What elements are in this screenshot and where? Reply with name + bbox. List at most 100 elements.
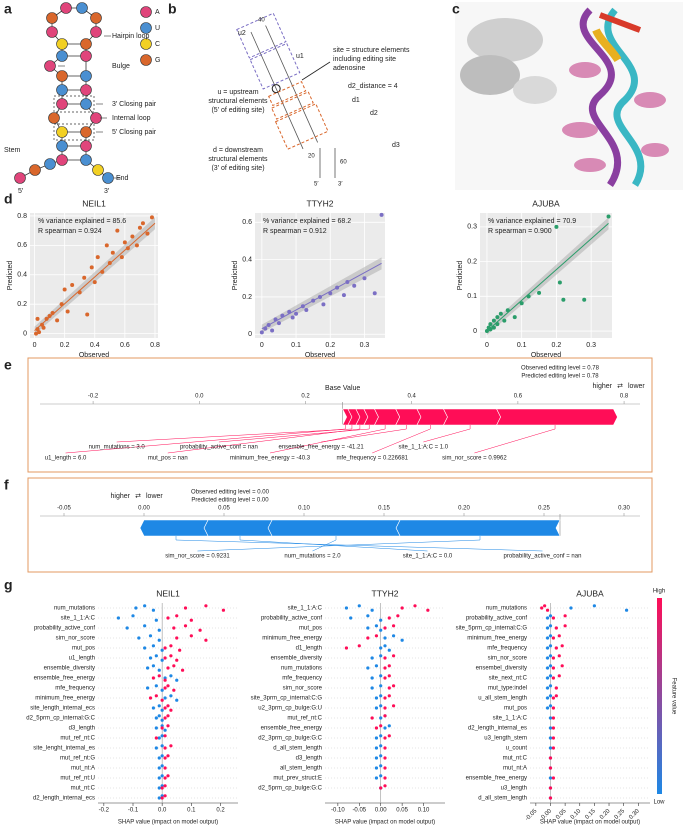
point xyxy=(130,234,135,239)
shap-point xyxy=(545,686,550,690)
feature-name: site_lenght_internal_es xyxy=(33,746,95,752)
shap-point xyxy=(379,754,383,758)
shap-point xyxy=(163,646,167,650)
shap-point xyxy=(370,608,374,612)
feature-name: d2_5prm_cp_internal:G:C xyxy=(26,716,95,722)
shap-point xyxy=(357,644,361,648)
force-segment xyxy=(395,519,561,537)
point xyxy=(41,325,46,330)
shap-point xyxy=(548,614,553,618)
d-definition: structural elements xyxy=(208,156,268,163)
feature-name: mut_nt:C xyxy=(71,786,96,792)
nucleotide xyxy=(80,50,92,62)
shap-point xyxy=(413,604,417,608)
colorbar xyxy=(657,598,662,794)
shap-point xyxy=(548,716,553,720)
shap-point xyxy=(551,746,556,750)
stat-annotation: R spearman = 0.900 xyxy=(488,228,552,235)
protein-helix xyxy=(641,143,669,157)
shap-point xyxy=(557,634,561,638)
point xyxy=(34,331,39,336)
shap-point xyxy=(391,684,396,688)
panel-e-frame xyxy=(27,357,653,473)
shap-point xyxy=(172,626,176,630)
point xyxy=(82,275,87,280)
feature-name: d_all_stem_length xyxy=(478,796,527,802)
feature-label: num_mutations = 2.0 xyxy=(284,554,341,560)
legend-swatch xyxy=(140,54,152,66)
output-text: Predicted editing level = 0.00 xyxy=(191,498,269,504)
distance-label: d2_distance = 4 xyxy=(348,83,398,90)
feature-name: minimum_free_energy xyxy=(35,696,95,702)
point xyxy=(92,280,97,285)
shap-point xyxy=(548,796,553,800)
u2-box xyxy=(236,12,287,59)
shap-point xyxy=(370,656,374,660)
x-tick-label: 0.8 xyxy=(150,342,160,349)
feature-name: ensembel_diversity xyxy=(476,666,527,672)
shap-point xyxy=(151,664,156,668)
point xyxy=(491,318,496,323)
shap-point xyxy=(548,624,553,628)
point xyxy=(498,311,503,316)
point xyxy=(149,215,154,220)
stat-annotation: % variance explained = 68.2 xyxy=(263,218,351,225)
confidence-band xyxy=(261,257,382,333)
panel-label: c xyxy=(452,1,460,17)
nucleotide xyxy=(56,140,68,152)
label-connector xyxy=(474,425,556,454)
nucleotide xyxy=(76,2,88,14)
d-definition: d = downstream xyxy=(213,147,263,154)
feature-name: site_5prm_cp_internal:C:G xyxy=(456,626,528,632)
legend-swatch xyxy=(140,6,152,18)
shap-point xyxy=(374,634,379,638)
x-tick-label: 0.1 xyxy=(517,342,527,349)
position-label: 60 xyxy=(340,160,347,166)
shap-point xyxy=(160,658,164,662)
x-tick-label: 0.30 xyxy=(618,506,630,512)
protein-blob xyxy=(467,18,543,62)
stat-annotation: % variance explained = 85.6 xyxy=(38,218,126,225)
shap-point xyxy=(383,676,387,680)
shap-point xyxy=(125,626,129,630)
shap-point xyxy=(166,774,170,778)
shap-point xyxy=(169,654,173,658)
shap-point xyxy=(169,744,173,748)
shap-point xyxy=(151,706,156,710)
shap-point xyxy=(383,696,387,700)
y-tick-label: 0.4 xyxy=(242,256,252,263)
shap-point xyxy=(548,756,553,760)
shap-point xyxy=(169,644,173,648)
point xyxy=(519,301,524,306)
shap-point xyxy=(563,614,567,618)
shap-point xyxy=(379,674,383,678)
label-connector xyxy=(269,425,386,454)
output-text: Predicted editing level = 0.78 xyxy=(521,374,599,380)
shap-point xyxy=(383,736,387,740)
output-text: Observed editing level = 0.78 xyxy=(521,366,600,372)
point xyxy=(115,228,120,233)
shap-point xyxy=(169,708,173,712)
point xyxy=(70,283,75,288)
dna-strand xyxy=(604,7,645,187)
feature-name: mut_pos xyxy=(72,646,95,652)
nucleotide xyxy=(80,154,92,166)
fit-line xyxy=(34,222,156,332)
shap-point xyxy=(157,638,161,642)
shap-point xyxy=(154,654,158,658)
feature-name: u1_length xyxy=(69,656,95,662)
arrow-label: ⇄ xyxy=(135,493,141,500)
shap-point xyxy=(151,676,156,680)
point xyxy=(145,231,150,236)
shap-point xyxy=(554,626,558,630)
shap-point xyxy=(379,646,383,650)
shap-point xyxy=(166,684,170,688)
shap-point xyxy=(366,666,370,670)
shap-point xyxy=(426,608,430,612)
shap-point xyxy=(160,786,164,790)
shap-point xyxy=(189,618,193,622)
element-label: u1 xyxy=(296,53,304,60)
strand xyxy=(265,25,319,143)
x-tick-label: -0.10 xyxy=(331,808,345,814)
